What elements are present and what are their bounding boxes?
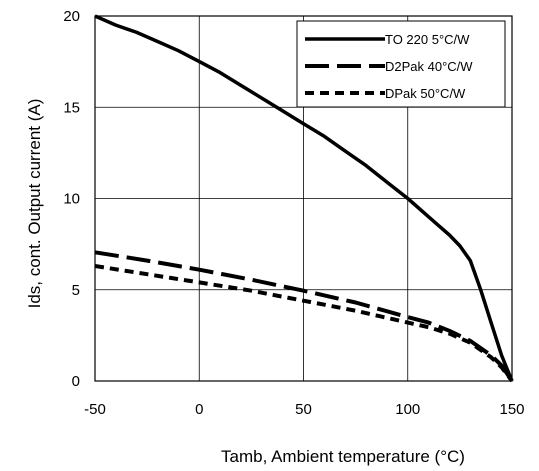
x-tick-label: 100 <box>395 401 420 418</box>
y-tick-labels: 0 5 10 15 20 <box>63 8 80 390</box>
series-line-2 <box>94 250 514 383</box>
plot-frame <box>94 15 513 382</box>
legend-label-2: D2Pak 40°C/W <box>385 59 473 74</box>
x-tick-label: -50 <box>84 401 106 418</box>
series-line-3 <box>94 264 514 383</box>
x-tick-label: 0 <box>195 401 203 418</box>
legend-label-1: TO 220 5°C/W <box>385 32 470 47</box>
x-tick-labels: -50 0 50 100 150 <box>84 401 524 418</box>
y-tick-label: 10 <box>63 191 80 208</box>
x-axis-label: Tamb, Ambient temperature (°C) <box>221 447 465 466</box>
y-tick-label: 20 <box>63 8 80 25</box>
y-tick-label: 0 <box>72 373 80 390</box>
y-tick-label: 15 <box>63 99 80 116</box>
legend-box <box>296 20 506 108</box>
legend: TO 220 5°C/W D2Pak 40°C/W DPak 50°C/W <box>296 20 506 108</box>
x-tick-label: 150 <box>499 401 524 418</box>
y-axis-label: Ids, cont. Output current (A) <box>25 99 44 309</box>
series-line-1 <box>94 14 514 382</box>
x-tick-label: 50 <box>295 401 312 418</box>
legend-label-3: DPak 50°C/W <box>385 86 466 101</box>
series-group <box>94 14 514 383</box>
y-tick-label: 5 <box>72 282 80 299</box>
